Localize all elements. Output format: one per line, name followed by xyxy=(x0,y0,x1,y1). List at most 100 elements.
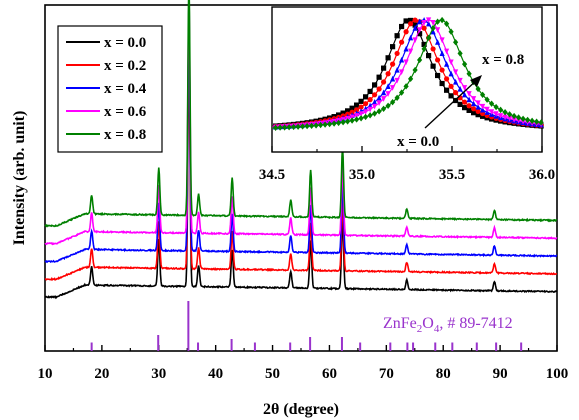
inset-marker xyxy=(376,108,382,115)
inset-marker xyxy=(448,93,454,99)
inset-marker xyxy=(426,20,432,27)
main-x-tick-label: 80 xyxy=(436,366,451,382)
reference-label: ZnFe2O4, # 89-7412 xyxy=(383,315,513,335)
inset-marker xyxy=(372,110,378,117)
inset-x-axis: 34.5 35.0 35.5 36.0 xyxy=(259,146,555,183)
ref-label-part-1: 2 xyxy=(417,323,423,335)
legend: x = 0.0 x = 0.2 x = 0.4 x = 0.6 x = 0.8 xyxy=(57,25,163,153)
inset-marker xyxy=(430,63,436,69)
inset-marker xyxy=(426,34,432,42)
inset-marker xyxy=(376,86,382,92)
inset-marker xyxy=(385,91,391,97)
inset-marker xyxy=(408,34,414,41)
inset-marker xyxy=(471,106,477,112)
inset-marker xyxy=(466,70,472,77)
inset-marker xyxy=(430,46,436,52)
inset-marker xyxy=(444,87,450,93)
inset-marker xyxy=(376,100,382,107)
inset-marker xyxy=(412,66,418,74)
inset-marker xyxy=(498,113,504,119)
inset-marker xyxy=(354,102,360,108)
inset-marker xyxy=(516,114,522,121)
inset-marker xyxy=(448,59,454,66)
main-x-axis: 10 20 30 40 50 60 70 80 90 100 xyxy=(38,345,568,382)
inset-marker xyxy=(511,117,517,123)
inset-marker xyxy=(381,105,387,112)
inset-marker xyxy=(385,71,391,77)
inset-marker xyxy=(412,37,418,44)
inset-marker xyxy=(367,106,373,113)
inset-marker xyxy=(363,113,369,121)
inset-x-tick-label: 35.0 xyxy=(349,167,375,183)
inset-marker xyxy=(529,117,535,125)
inset-marker xyxy=(538,119,544,126)
inset-marker xyxy=(354,116,360,123)
inset-marker xyxy=(448,28,454,35)
y-axis-title: Intensity (arb. unit) xyxy=(11,111,28,246)
inset-marker xyxy=(417,27,423,33)
inset-marker xyxy=(300,123,306,130)
ref-label-part-2: O xyxy=(422,315,434,332)
inset-marker xyxy=(358,111,364,118)
inset-marker xyxy=(363,94,369,100)
inset-marker xyxy=(511,112,517,120)
inset-marker xyxy=(417,31,423,37)
inset-marker xyxy=(525,116,531,124)
inset-marker xyxy=(372,92,378,98)
inset-marker xyxy=(471,100,477,107)
inset-marker xyxy=(471,96,477,102)
inset-marker xyxy=(462,91,468,98)
inset-marker xyxy=(390,44,396,50)
inset-marker xyxy=(376,74,382,80)
inset-marker xyxy=(439,80,445,87)
inset-marker xyxy=(376,94,382,101)
main-x-tick-label: 90 xyxy=(493,366,508,382)
inset-marker xyxy=(475,85,481,93)
inset-marker xyxy=(430,28,436,35)
inset-marker xyxy=(444,20,450,27)
inset-marker xyxy=(399,69,405,76)
inset-marker xyxy=(444,76,450,82)
ref-label-part-4: , # 89-7412 xyxy=(439,315,512,332)
legend-label: x = 0.2 xyxy=(104,58,146,74)
inset-marker xyxy=(462,60,468,68)
inset-marker xyxy=(417,56,423,64)
inset-marker xyxy=(390,75,396,82)
inset-marker xyxy=(439,50,445,57)
legend-label: x = 0.6 xyxy=(104,104,147,120)
inset-marker xyxy=(480,113,486,119)
inset-marker xyxy=(489,109,495,115)
main-x-tick-label: 40 xyxy=(208,366,223,382)
inset-marker xyxy=(345,108,351,114)
inset-marker xyxy=(322,121,328,128)
inset-marker xyxy=(412,17,418,23)
inset-marker xyxy=(466,91,472,97)
inset-marker xyxy=(381,89,387,96)
inset-marker xyxy=(403,45,409,52)
main-x-tick-label: 20 xyxy=(94,366,109,382)
series-line-02 xyxy=(44,32,558,281)
inset-marker xyxy=(453,69,459,76)
legend-label: x = 0.4 xyxy=(104,81,147,97)
inset-marker xyxy=(408,48,414,55)
inset-marker xyxy=(295,123,301,130)
inset-marker xyxy=(345,118,351,125)
inset-marker xyxy=(448,70,454,77)
inset-marker xyxy=(466,96,472,103)
inset-marker xyxy=(444,48,450,55)
inset-marker xyxy=(372,99,378,105)
inset-marker xyxy=(453,90,459,96)
inset-marker xyxy=(502,109,508,116)
inset-marker xyxy=(399,89,405,96)
inset-marker xyxy=(403,59,409,66)
inset-marker xyxy=(462,105,468,111)
inset-marker xyxy=(408,21,414,27)
inset-marker xyxy=(466,103,472,109)
legend-label: x = 0.8 xyxy=(104,127,146,143)
inset-marker xyxy=(399,39,405,45)
inset-x-tick-label: 36.0 xyxy=(529,167,555,183)
inset-marker xyxy=(435,18,441,25)
inset-marker xyxy=(493,103,499,111)
inset-marker xyxy=(367,97,373,103)
